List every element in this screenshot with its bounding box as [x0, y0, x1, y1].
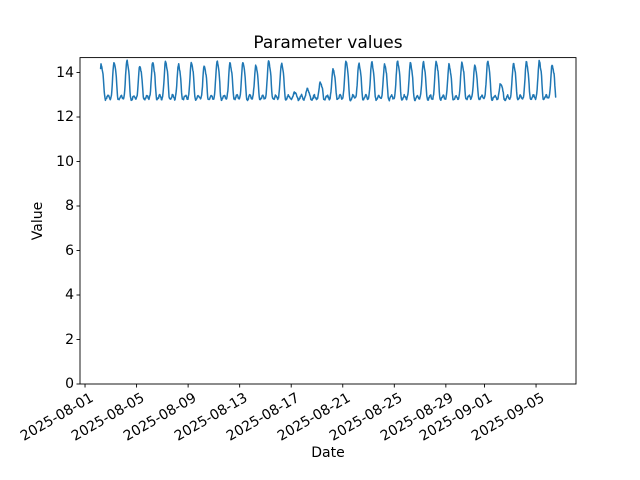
data-line	[99, 59, 557, 102]
y-tick-label: 8	[65, 198, 74, 214]
y-tick-label: 0	[65, 376, 74, 392]
y-tick-label: 4	[65, 287, 74, 303]
y-tick-label: 2	[65, 331, 74, 348]
x-axis-label: Date	[311, 445, 345, 461]
axes-frame	[79, 57, 577, 385]
y-tick-label: 12	[56, 109, 74, 125]
y-tick-label: 10	[56, 153, 74, 170]
chart-title: Parameter values	[253, 33, 403, 53]
y-tick-label: 6	[65, 242, 74, 259]
y-tick-label: 14	[56, 64, 74, 81]
